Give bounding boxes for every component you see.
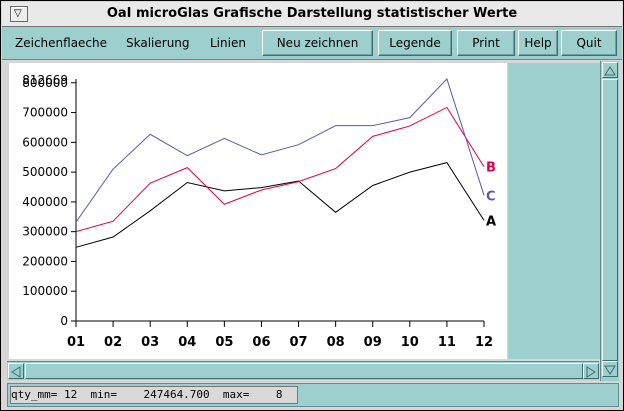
line-chart: 0 100000 200000 300000 400000 500000 600000 700… <box>22 73 496 350</box>
series-line-a <box>75 162 485 248</box>
x-tick-label: 01 <box>67 335 85 350</box>
x-tick-label: 02 <box>104 335 122 350</box>
x-tick-label: 08 <box>327 335 345 350</box>
horizontal-scrollbar[interactable] <box>7 361 599 380</box>
x-tick-label: 07 <box>289 335 307 350</box>
quit-button[interactable]: Quit <box>561 30 617 56</box>
menu-zeichenflaeche[interactable]: Zeichenflaeche <box>15 36 108 50</box>
vertical-scrollbar[interactable] <box>600 61 619 381</box>
x-tick-label: 04 <box>178 335 196 350</box>
y-tick-label: 800000 <box>22 76 68 90</box>
menu-skalierung[interactable]: Skalierung <box>126 36 190 50</box>
scroll-left-arrow[interactable] <box>8 363 24 379</box>
chart-area: 0 100000 200000 300000 400000 500000 600000 700… <box>9 63 507 359</box>
side-panel <box>508 63 600 359</box>
x-tick-label: 12 <box>475 335 493 350</box>
window-menu-button[interactable]: ▽ <box>10 6 28 22</box>
y-tick-label: 300000 <box>22 225 68 239</box>
y-tick-label: 100000 <box>22 284 68 298</box>
scroll-right-arrow[interactable] <box>583 363 599 379</box>
y-tick-label: 500000 <box>22 165 68 179</box>
status-bar: qty_mm= 12 min= 247464.700 max= 8 <box>7 383 619 407</box>
x-tick-label: 03 <box>141 335 159 350</box>
scroll-up-arrow[interactable] <box>602 62 618 78</box>
series-line-c <box>75 78 485 223</box>
toolbar: Zeichenflaeche Skalierung Linien Neu zei… <box>2 27 622 60</box>
x-tick-label: 11 <box>438 335 456 350</box>
x-tick-label: 09 <box>364 335 382 350</box>
help-button[interactable]: Help <box>518 30 558 56</box>
legend-button[interactable]: Legende <box>378 30 452 56</box>
series-line-b <box>75 106 485 233</box>
series-label-b: B <box>486 161 496 176</box>
x-tick-label: 05 <box>215 335 233 350</box>
x-tick-label: 06 <box>252 335 270 350</box>
vertical-scroll-thumb[interactable] <box>602 79 618 361</box>
window-menu-icon: ▽ <box>14 8 22 19</box>
redraw-button[interactable]: Neu zeichnen <box>262 30 373 56</box>
arrow-left-icon <box>11 366 21 378</box>
series-label-a: A <box>486 214 496 229</box>
status-text: qty_mm= 12 min= 247464.700 max= 8 <box>10 386 298 404</box>
print-button[interactable]: Print <box>457 30 515 56</box>
y-max-label: 812669 <box>22 73 68 87</box>
y-tick-label: 0 <box>60 314 68 328</box>
series-label-c: C <box>486 189 496 204</box>
arrow-down-icon <box>604 365 616 375</box>
x-tick-label: 10 <box>401 335 419 350</box>
menu-linien[interactable]: Linien <box>210 36 246 50</box>
scroll-down-arrow[interactable] <box>602 361 618 377</box>
horizontal-scroll-thumb[interactable] <box>25 363 583 379</box>
arrow-right-icon <box>586 366 596 378</box>
title-bar: ▽ OaI microGlas Grafische Darstellung st… <box>2 2 622 27</box>
window-title: OaI microGlas Grafische Darstellung stat… <box>106 6 518 21</box>
y-tick-label: 700000 <box>22 106 68 120</box>
arrow-up-icon <box>604 66 616 76</box>
y-tick-label: 200000 <box>22 254 68 268</box>
y-tick-label: 600000 <box>22 135 68 149</box>
y-tick-label: 400000 <box>22 195 68 209</box>
